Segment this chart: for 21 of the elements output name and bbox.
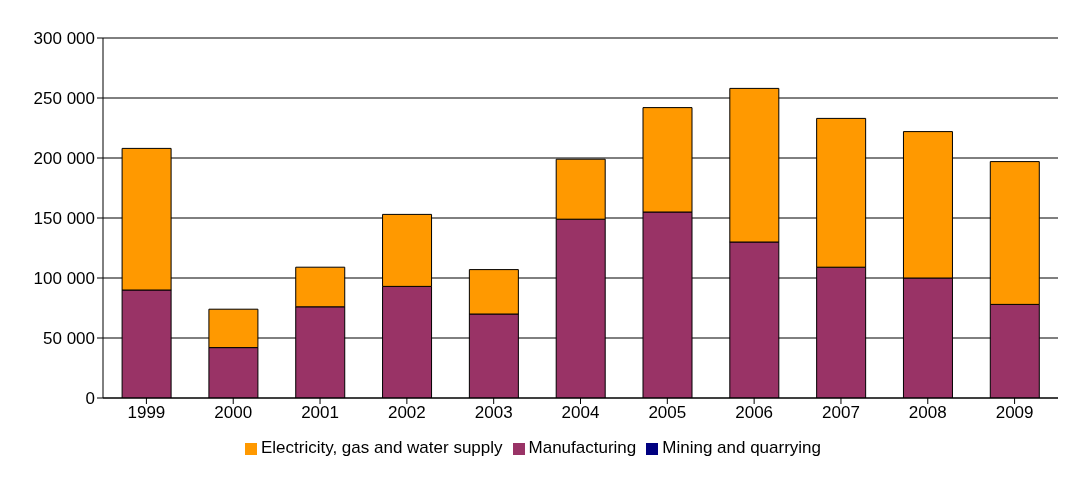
y-tick-label: 200 000: [33, 149, 95, 169]
y-tick-label: 0: [85, 389, 95, 409]
legend-label: Mining and quarrying: [662, 438, 822, 457]
x-tick-label: 2007: [822, 403, 860, 423]
x-tick-label: 2009: [995, 403, 1034, 423]
x-tick-label: 2000: [214, 403, 253, 423]
x-tick-label: 2005: [648, 403, 687, 423]
x-tick-label: 2004: [561, 403, 600, 423]
x-tick-label: 2002: [387, 403, 426, 423]
x-tick-label: 2008: [908, 403, 947, 423]
y-tick-label: 250 000: [33, 89, 95, 109]
x-tick-label: 1999: [127, 403, 166, 423]
x-tick-label: 2001: [301, 403, 339, 423]
y-tick-label: 300 000: [33, 29, 95, 49]
x-tick-label: 2003: [474, 403, 513, 423]
y-tick-label: 50 000: [43, 329, 95, 349]
y-tick-label: 100 000: [33, 269, 95, 289]
legend-label: Manufacturing: [528, 438, 637, 457]
x-tick-label: 2006: [735, 403, 774, 423]
legend-label: Electricity, gas and water supply: [260, 438, 503, 457]
y-tick-label: 150 000: [33, 209, 95, 229]
